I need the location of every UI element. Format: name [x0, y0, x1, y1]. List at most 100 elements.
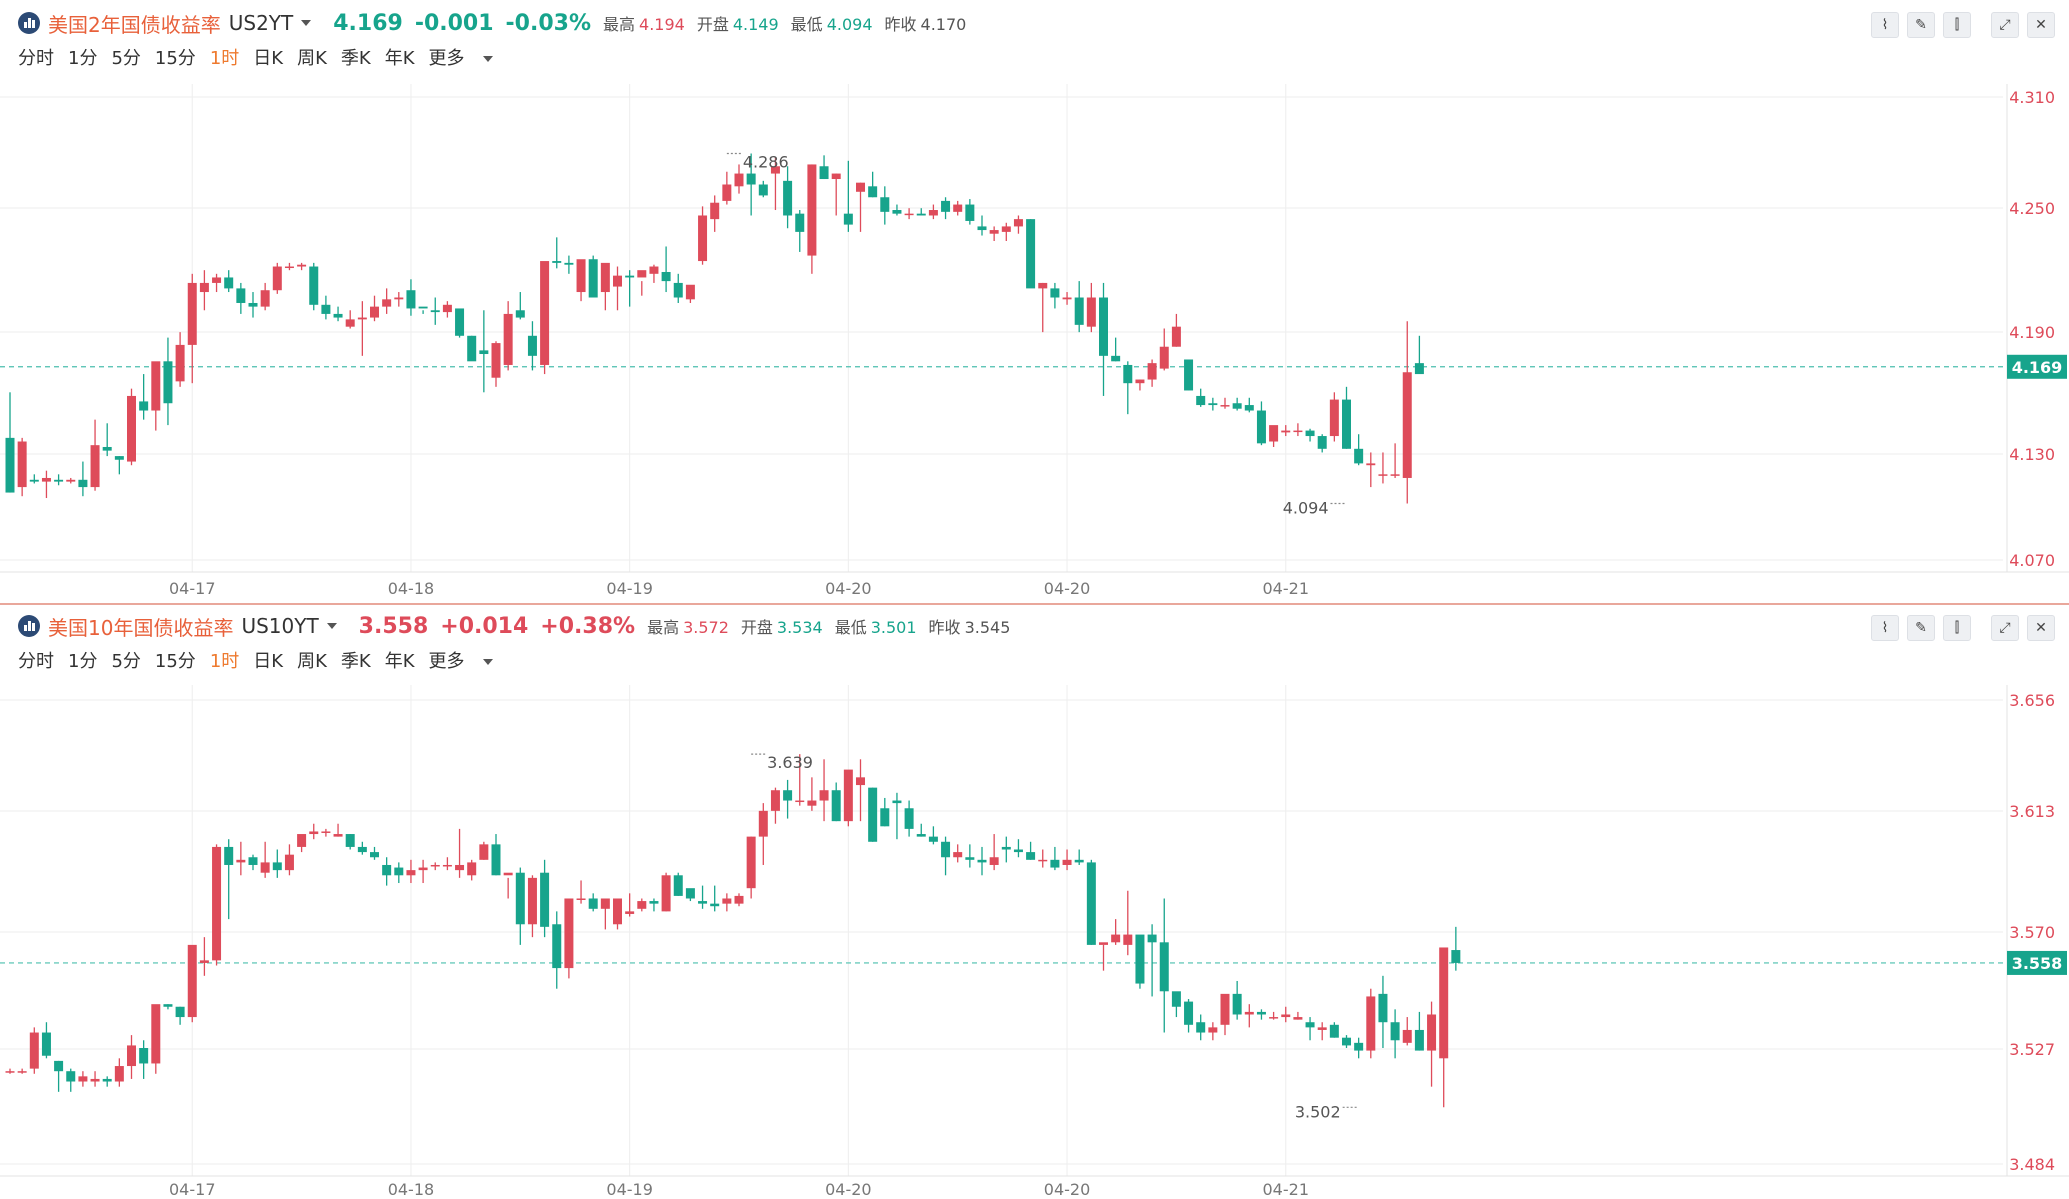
candle-body	[41, 477, 51, 482]
chevron-down-icon[interactable]	[326, 623, 337, 629]
candle-body	[1099, 297, 1108, 356]
period-tab[interactable]: 15分	[154, 651, 196, 672]
period-tab[interactable]: 日K	[253, 651, 284, 672]
indicator-icon[interactable]: ⌇	[1871, 615, 1899, 641]
period-tab-active[interactable]: 1时	[209, 651, 240, 672]
candle-body	[1342, 1037, 1351, 1046]
min-value-label: 4.094	[1283, 498, 1329, 517]
candle-body	[1038, 859, 1048, 862]
candle-body	[637, 901, 647, 909]
candle-body	[1123, 934, 1133, 945]
period-tab[interactable]: 5分	[111, 651, 141, 672]
period-tab[interactable]: 日K	[253, 48, 284, 69]
instrument-name: 美国2年国债收益率	[48, 12, 221, 37]
candle-body	[1232, 403, 1242, 409]
period-tab[interactable]: 季K	[340, 48, 371, 69]
candle-body	[503, 313, 513, 365]
candle-body	[600, 262, 610, 293]
period-tab[interactable]: 季K	[340, 651, 371, 672]
candle-body	[588, 259, 598, 298]
candle-body	[770, 790, 780, 811]
candle-body	[1099, 942, 1108, 945]
candle-body	[357, 846, 367, 853]
candle-body	[1414, 1029, 1424, 1051]
candle-body	[382, 864, 392, 876]
candle-body	[224, 846, 234, 865]
candle-body	[1354, 1042, 1364, 1051]
indicator-icon[interactable]: ⌇	[1871, 12, 1899, 38]
candle-body	[989, 857, 999, 865]
period-tab[interactable]: 年K	[384, 48, 415, 69]
candle-body	[175, 1006, 185, 1018]
close-icon[interactable]: ✕	[2027, 615, 2055, 641]
candle-body	[212, 846, 222, 961]
period-tab[interactable]: 分时	[18, 48, 54, 69]
pen-icon[interactable]: ✎	[1907, 615, 1935, 641]
more-periods-button[interactable]: 更多	[429, 647, 507, 673]
candle-body	[600, 898, 610, 909]
close-icon[interactable]: ✕	[2027, 12, 2055, 38]
period-tab[interactable]: 15分	[154, 48, 196, 69]
pen-icon[interactable]: ✎	[1907, 12, 1935, 38]
candle-body	[151, 1004, 161, 1064]
candle-body	[928, 210, 938, 216]
candle-body	[722, 898, 732, 904]
candle-body	[1305, 1022, 1315, 1028]
candle-body	[698, 901, 708, 904]
candle-body	[843, 213, 853, 225]
x-tick-label: 04-20	[825, 1180, 872, 1197]
candle-body	[1196, 395, 1206, 406]
candle-body	[406, 870, 416, 876]
candle-body	[904, 213, 914, 216]
candle-body	[1269, 425, 1279, 442]
candle-body	[442, 304, 452, 313]
candlestick-chart[interactable]: 3.656 3.613 3.570 3.527 3.484 04-17 04-18 04-19…	[0, 685, 2069, 1197]
candle-body	[637, 270, 647, 278]
candle-body	[928, 836, 938, 842]
candle-body	[430, 310, 440, 313]
x-tick-label: 04-19	[606, 1180, 653, 1197]
quote-header: 美国2年国债收益率 US2YT 4.169 -0.001 -0.03% 最高 4.…	[18, 8, 966, 38]
candle-body	[916, 213, 926, 216]
x-tick-label: 04-17	[169, 1180, 216, 1197]
candle-body	[1305, 430, 1315, 437]
period-tab[interactable]: 5分	[111, 48, 141, 69]
stat-high: 最高 4.194	[603, 15, 685, 34]
candle-body	[1414, 363, 1424, 375]
instrument-code-selector[interactable]: US10YT	[241, 614, 319, 638]
expand-icon[interactable]: ⤢	[1991, 615, 2019, 641]
candle-body	[491, 844, 501, 876]
period-tab[interactable]: 周K	[297, 48, 327, 69]
period-tab[interactable]: 1分	[68, 651, 98, 672]
y-tick-label: 3.527	[2009, 1040, 2055, 1059]
candle-body	[977, 859, 987, 863]
candle-body	[370, 852, 379, 858]
candle-body	[236, 288, 246, 303]
expand-icon[interactable]: ⤢	[1991, 12, 2019, 38]
candle-body	[1111, 934, 1121, 943]
period-tab-active[interactable]: 1时	[209, 48, 240, 69]
y-tick-label: 4.070	[2009, 551, 2055, 570]
candle-body	[685, 284, 695, 300]
candle-body	[187, 944, 197, 1018]
candle-icon[interactable]: ⫿	[1943, 12, 1971, 38]
y-tick-label: 3.484	[2009, 1155, 2055, 1174]
period-tab[interactable]: 1分	[68, 48, 98, 69]
instrument-code-selector[interactable]: US2YT	[228, 11, 294, 35]
more-periods-button[interactable]: 更多	[429, 44, 507, 70]
chevron-down-icon[interactable]	[301, 20, 312, 26]
min-value-label: 3.502	[1295, 1102, 1341, 1121]
candle-body	[114, 456, 124, 460]
candle-body	[5, 1071, 15, 1073]
candle-body	[467, 862, 477, 876]
candle-icon[interactable]: ⫿	[1943, 615, 1971, 641]
current-price-label: 4.169	[2012, 358, 2063, 377]
candle-body	[783, 180, 793, 216]
candle-body	[1342, 399, 1351, 449]
candle-body	[734, 895, 744, 904]
candle-body	[1317, 1027, 1327, 1030]
period-tab[interactable]: 周K	[297, 651, 327, 672]
period-tab[interactable]: 分时	[18, 651, 54, 672]
period-tab[interactable]: 年K	[384, 651, 415, 672]
candlestick-chart[interactable]: 4.310 4.250 4.190 4.130 4.070 04-17 04-18 04-19…	[0, 84, 2069, 599]
